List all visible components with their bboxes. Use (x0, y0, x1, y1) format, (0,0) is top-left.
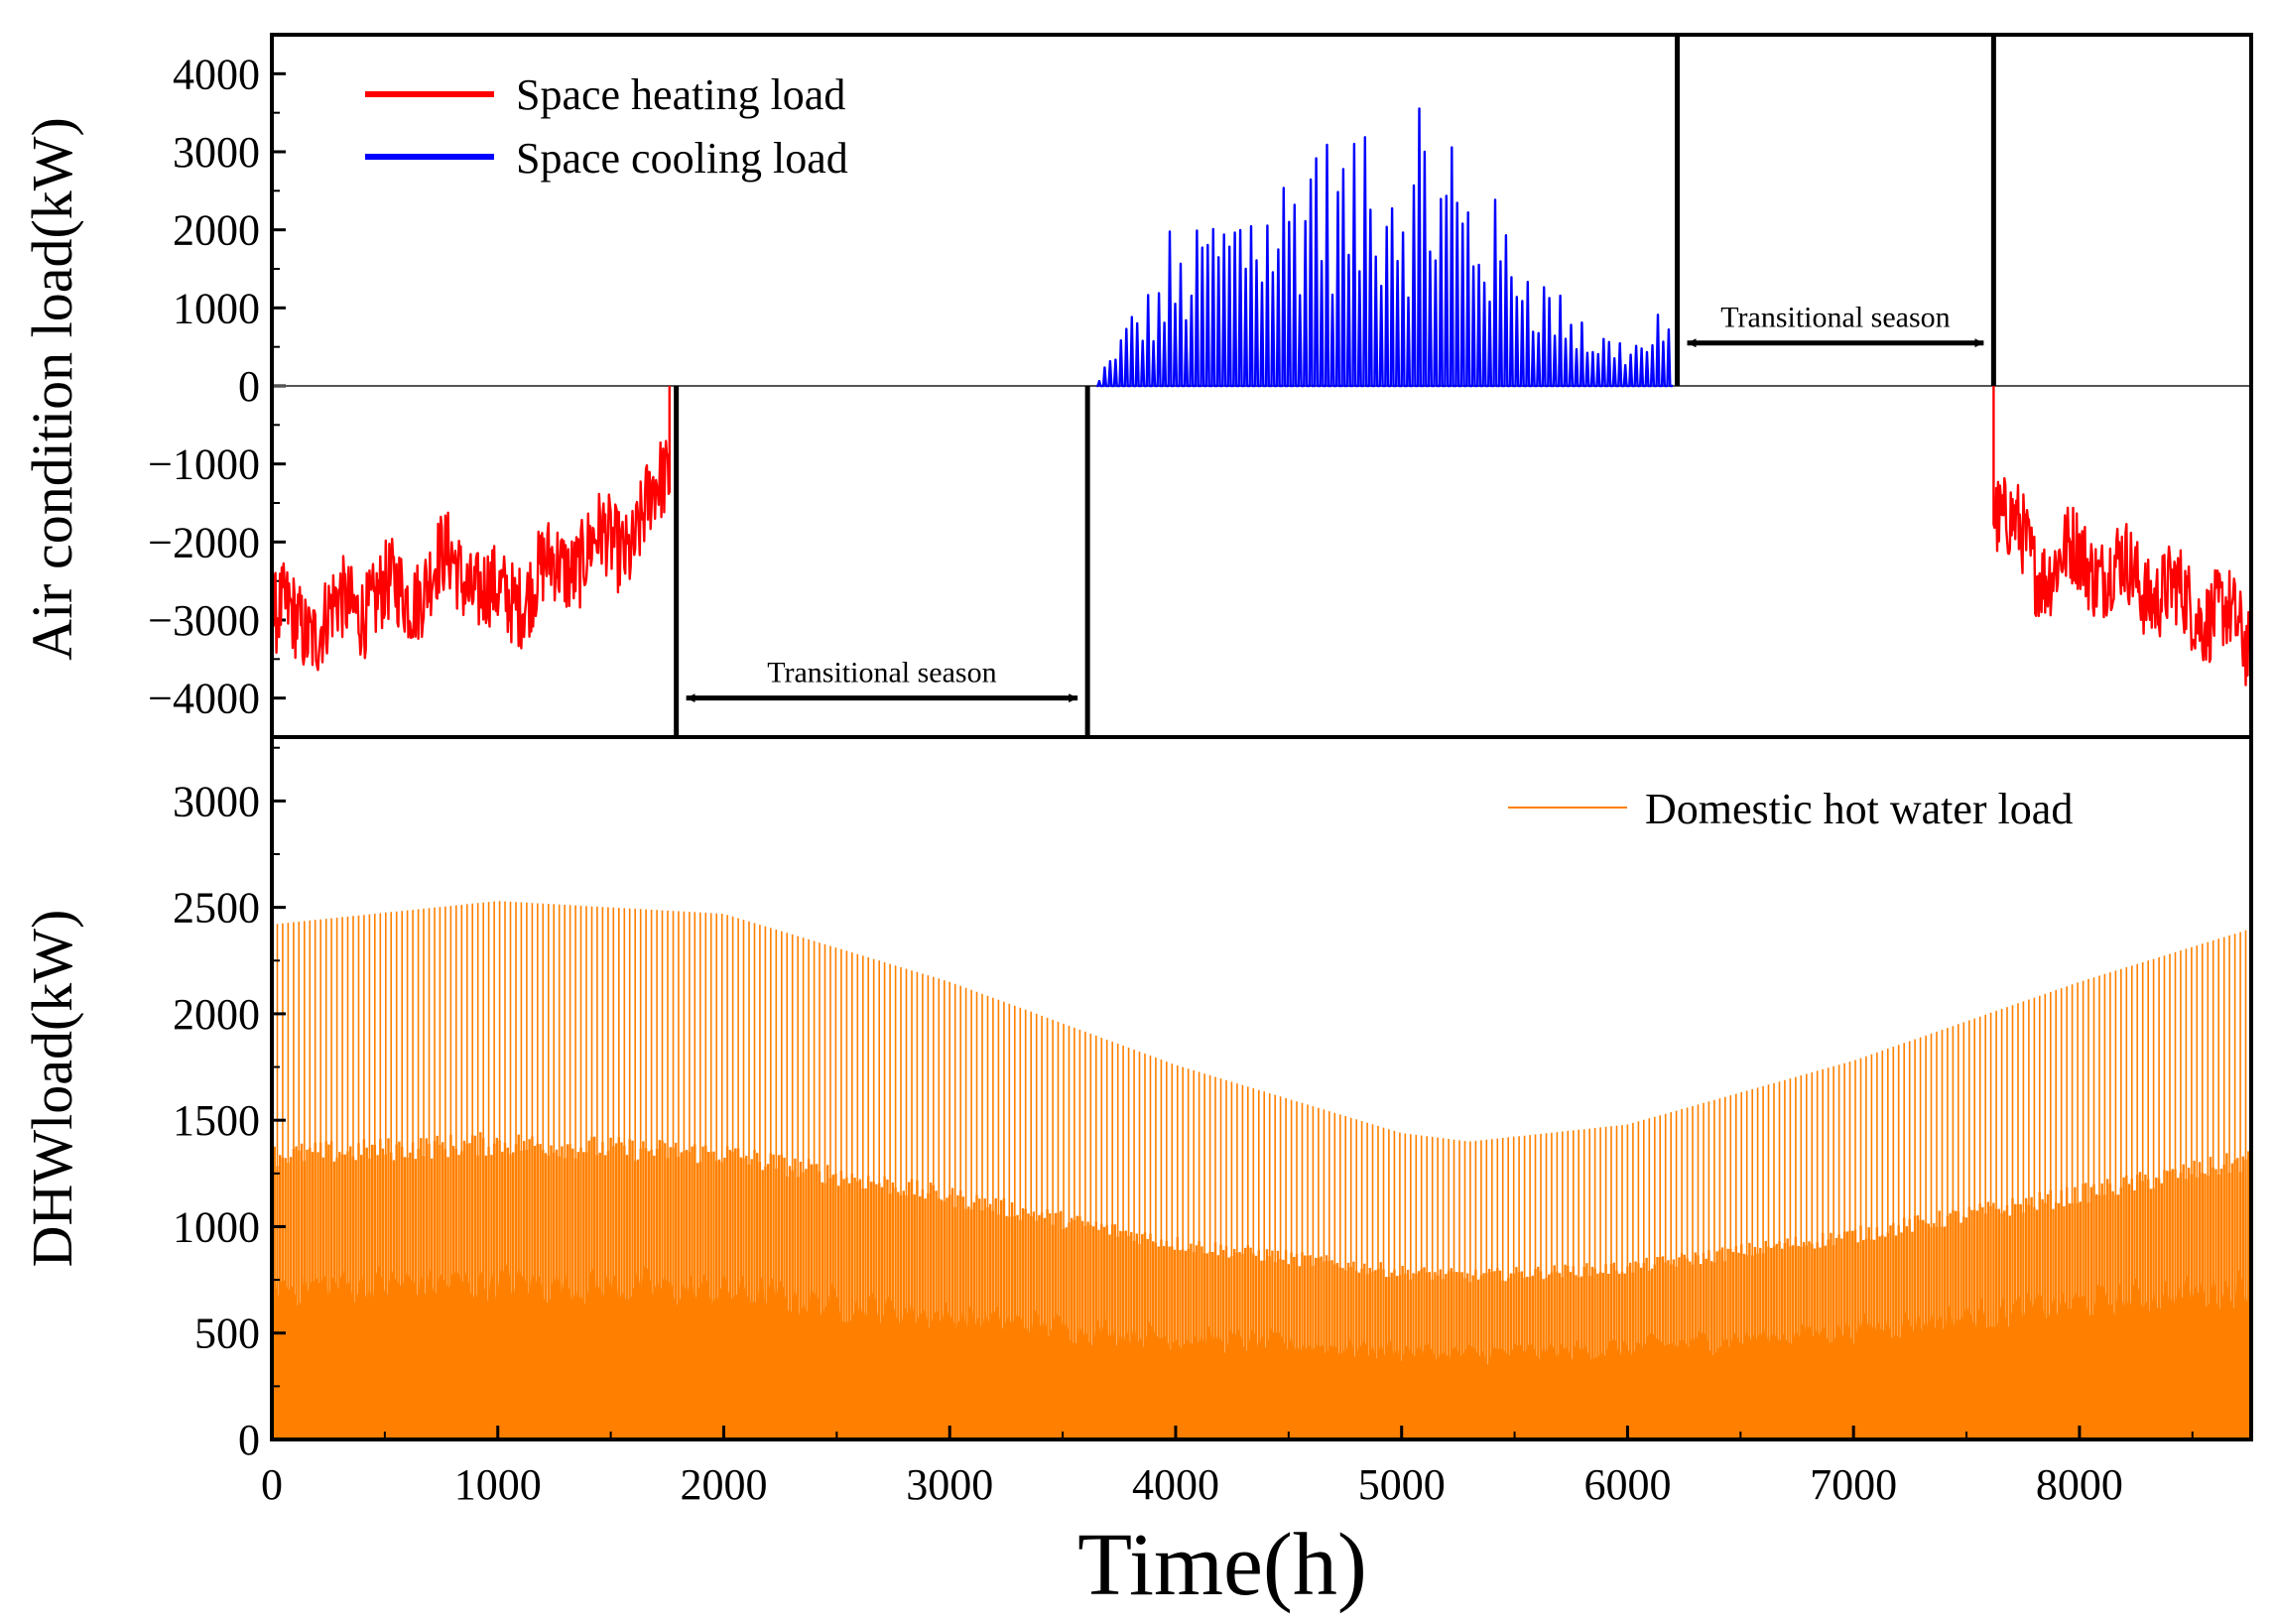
bottom-frame-overlay (270, 735, 2253, 1441)
x-axis-title: Time(h) (1077, 1516, 1367, 1614)
x-tick-label: 8000 (2036, 1460, 2123, 1509)
bottom-y-tick-label: 500 (194, 1310, 260, 1358)
top-y-tick-label: −4000 (148, 675, 260, 723)
x-tick-label: 1000 (454, 1460, 542, 1509)
top-y-axis: −4000 −3000 −2000 −1000 0 1000 2000 3000 4000 (148, 34, 286, 738)
space-heating-series-line-early (270, 386, 671, 672)
bottom-y-tick-label: 0 (238, 1416, 260, 1464)
x-tick-label: 3000 (906, 1460, 993, 1509)
legend-heating-label: Space heating load (516, 70, 845, 119)
top-y-tick-label: −3000 (148, 596, 260, 645)
top-y-tick-label: 3000 (173, 128, 260, 177)
bottom-y-tick-label: 3000 (173, 777, 260, 825)
transitional-season-annotations: Transitional season Transitional season (686, 302, 1984, 703)
top-legend: Space heating load Space cooling load (365, 70, 848, 183)
top-y-tick-label: −2000 (148, 518, 260, 566)
x-tick-label: 6000 (1583, 1460, 1671, 1509)
bottom-y-axis: 0 500 1000 1500 2000 2500 3000 (173, 746, 286, 1464)
x-tick-label: 5000 (1358, 1460, 1446, 1509)
x-axis: 0 1000 2000 3000 4000 5000 6000 7000 8000 (261, 1426, 2194, 1509)
transitional-season-label: Transitional season (1720, 302, 1950, 334)
top-y-tick-label: −1000 (148, 440, 260, 489)
dhw-panel: 0 500 1000 1500 2000 2500 3000 0 1000 2000 3000 40… (20, 735, 2253, 1614)
top-y-tick-label: 4000 (173, 50, 260, 98)
top-y-tick-label: 0 (238, 362, 260, 411)
space-cooling-series-line (1096, 107, 1673, 388)
bottom-legend: Domestic hot water load (1508, 785, 2073, 833)
x-tick-label: 4000 (1132, 1460, 1219, 1509)
bottom-y-axis-title: DHWload(kW) (20, 910, 84, 1268)
bottom-y-tick-label: 1500 (173, 1096, 260, 1145)
season-separators (674, 35, 1996, 737)
x-tick-label: 2000 (680, 1460, 767, 1509)
bottom-y-tick-label: 2000 (173, 990, 260, 1039)
legend-cooling-label: Space cooling load (516, 134, 848, 183)
space-heating-series-line-late (1992, 386, 2253, 695)
bottom-y-tick-label: 1000 (173, 1202, 260, 1251)
x-tick-label: 0 (261, 1460, 283, 1509)
transitional-season-label: Transitional season (767, 657, 996, 689)
air-condition-panel: −4000 −3000 −2000 −1000 0 1000 2000 3000 4000 Tr… (20, 33, 2253, 739)
top-y-tick-label: 1000 (173, 284, 260, 332)
x-tick-label: 7000 (1810, 1460, 1897, 1509)
top-y-tick-label: 2000 (173, 206, 260, 255)
top-y-axis-title: Air condition load(kW) (20, 117, 84, 661)
legend-dhw-label: Domestic hot water load (1645, 785, 2073, 833)
bottom-y-tick-label: 2500 (173, 884, 260, 933)
